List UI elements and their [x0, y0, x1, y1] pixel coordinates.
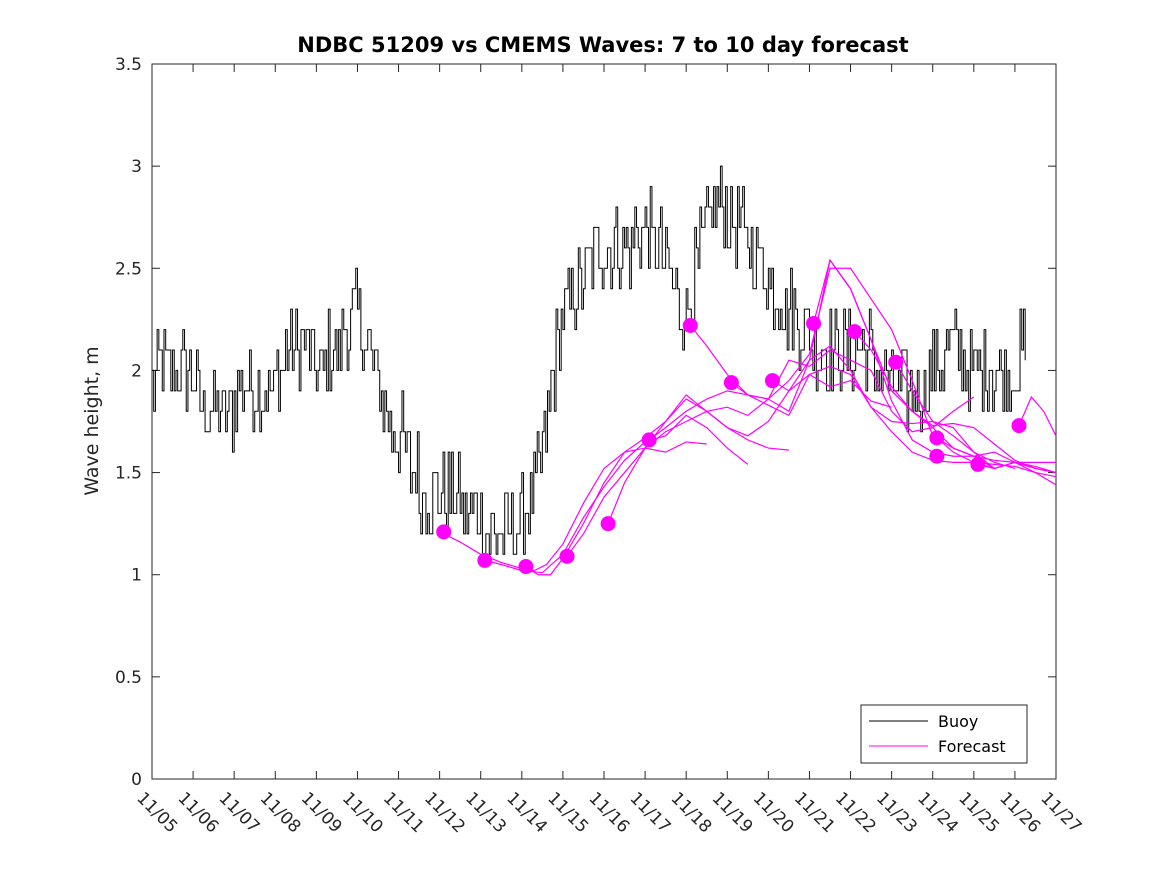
y-tick-label: 1 — [131, 566, 142, 586]
buoy-series — [152, 165, 1026, 555]
y-tick-label: 0 — [131, 770, 142, 790]
forecast-start-point — [477, 552, 493, 568]
forecast-line — [484, 414, 749, 574]
forecast-start-point — [641, 432, 657, 448]
forecast-start-point — [723, 375, 739, 391]
x-tick-label: 11/10 — [338, 788, 387, 837]
forecast-line — [977, 461, 1057, 474]
y-axis-label: Wave height, m — [81, 346, 103, 495]
x-tick-label: 11/20 — [749, 788, 798, 837]
forecast-start-point — [436, 524, 452, 540]
forecast-start-point — [682, 317, 698, 333]
x-tick-label: 11/05 — [132, 788, 181, 837]
forecast-markers — [436, 315, 1027, 575]
legend: Buoy Forecast — [860, 704, 1028, 764]
legend-box — [860, 704, 1028, 764]
x-tick-label: 11/25 — [954, 788, 1003, 837]
forecast-start-point — [600, 516, 616, 532]
x-tick-label: 11/16 — [584, 788, 633, 837]
forecast-line — [854, 331, 1057, 474]
forecast-start-point — [764, 373, 780, 389]
legend-buoy-label: Buoy — [938, 712, 978, 731]
forecast-start-point — [1011, 418, 1027, 434]
x-tick-label: 11/12 — [420, 788, 469, 837]
forecast-start-point — [929, 448, 945, 464]
x-tick-label: 11/19 — [708, 788, 757, 837]
x-tick-label: 11/08 — [256, 788, 305, 837]
x-tick-label: 11/13 — [461, 788, 510, 837]
forecast-line — [731, 365, 995, 469]
x-tick-label: 11/07 — [215, 788, 264, 837]
forecast-line — [443, 441, 707, 572]
forecast-line — [566, 373, 892, 557]
y-tick-label: 3.5 — [115, 55, 142, 75]
forecast-series — [443, 258, 1057, 576]
x-tick-label: 11/15 — [543, 788, 592, 837]
x-tick-label: 11/14 — [502, 788, 551, 837]
x-tick-label: 11/26 — [995, 788, 1044, 837]
forecast-line — [607, 349, 975, 524]
x-tick-label: 11/09 — [297, 788, 346, 837]
x-tick-label: 11/24 — [913, 788, 962, 837]
axes-frame — [151, 63, 1057, 780]
forecast-start-point — [888, 354, 904, 370]
y-tick-label: 2 — [131, 361, 142, 381]
forecast-line — [772, 345, 1057, 486]
forecast-line — [895, 361, 1016, 470]
x-tick-label: 11/23 — [872, 788, 921, 837]
forecast-line — [1018, 395, 1057, 437]
y-tick-label: 2.5 — [115, 259, 142, 279]
x-tick-label: 11/21 — [790, 788, 839, 837]
forecast-start-point — [929, 430, 945, 446]
x-tick-label: 11/18 — [667, 788, 716, 837]
x-tick-label: 11/27 — [1036, 788, 1085, 837]
x-tick-label: 11/06 — [174, 788, 223, 837]
forecast-start-point — [847, 324, 863, 340]
y-tick-label: 3 — [131, 157, 142, 177]
forecast-start-point — [518, 559, 534, 575]
y-tick-label: 0.5 — [115, 668, 142, 688]
forecast-start-point — [806, 315, 822, 331]
forecast-line — [525, 394, 789, 576]
forecast-start-point — [559, 548, 575, 564]
x-tick-label: 11/22 — [831, 788, 880, 837]
forecast-start-point — [970, 456, 986, 472]
x-tick-label: 11/17 — [626, 788, 675, 837]
y-tick-label: 1.5 — [115, 464, 142, 484]
legend-forecast-label: Forecast — [938, 737, 1006, 756]
buoy-line — [152, 165, 1026, 555]
x-tick-label: 11/11 — [379, 788, 428, 837]
chart-title: NDBC 51209 vs CMEMS Waves: 7 to 10 day f… — [297, 33, 908, 57]
